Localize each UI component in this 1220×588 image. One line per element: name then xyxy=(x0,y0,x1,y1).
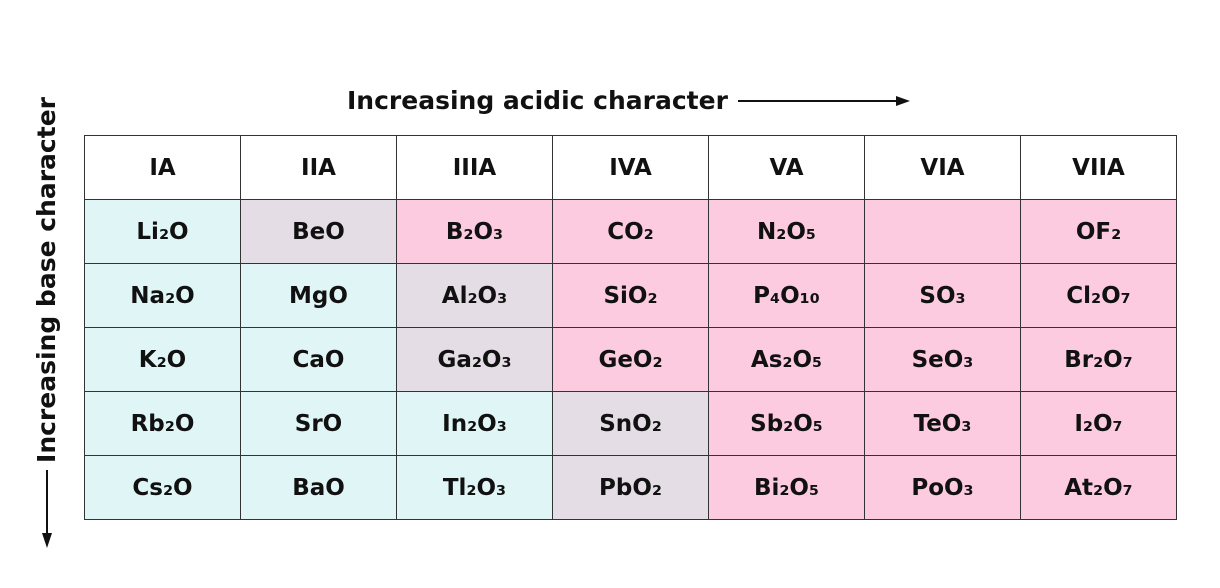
cell: CO₂ xyxy=(552,199,709,264)
cell: CaO xyxy=(240,327,397,392)
cell: TeO₃ xyxy=(864,391,1021,456)
cell: SiO₂ xyxy=(552,263,709,328)
row: Rb₂O SrO In₂O₃ SnO₂ Sb₂O₅ TeO₃ I₂O₇ xyxy=(84,391,1177,456)
cell: SO₃ xyxy=(864,263,1021,328)
cell: OF₂ xyxy=(1020,199,1177,264)
cell: PoO₃ xyxy=(864,455,1021,520)
cell: Tl₂O₃ xyxy=(396,455,553,520)
cell: BeO xyxy=(240,199,397,264)
cell: SrO xyxy=(240,391,397,456)
cell: Cl₂O₇ xyxy=(1020,263,1177,328)
cell xyxy=(864,199,1021,264)
column-header: IVA xyxy=(552,135,709,200)
column-header: IIA xyxy=(240,135,397,200)
column-header: VIIA xyxy=(1020,135,1177,200)
column-header: IA xyxy=(84,135,241,200)
cell: Ga₂O₃ xyxy=(396,327,553,392)
cell: Li₂O xyxy=(84,199,241,264)
row: Na₂O MgO Al₂O₃ SiO₂ P₄O₁₀ SO₃ Cl₂O₇ xyxy=(84,263,1177,328)
cell: BaO xyxy=(240,455,397,520)
row: K₂O CaO Ga₂O₃ GeO₂ As₂O₅ SeO₃ Br₂O₇ xyxy=(84,327,1177,392)
cell: P₄O₁₀ xyxy=(708,263,865,328)
column-header: VA xyxy=(708,135,865,200)
cell: SeO₃ xyxy=(864,327,1021,392)
row: Li₂O BeO B₂O₃ CO₂ N₂O₅ OF₂ xyxy=(84,199,1177,264)
cell: Rb₂O xyxy=(84,391,241,456)
cell: Cs₂O xyxy=(84,455,241,520)
oxide-table: IA IIA IIIA IVA VA VIA VIIA Li₂O BeO B₂O₃ CO₂ N₂O₅ O… xyxy=(84,135,1177,520)
cell: Sb₂O₅ xyxy=(708,391,865,456)
cell: K₂O xyxy=(84,327,241,392)
column-header: IIIA xyxy=(396,135,553,200)
row: Cs₂O BaO Tl₂O₃ PbO₂ Bi₂O₅ PoO₃ At₂O₇ xyxy=(84,455,1177,520)
cell: At₂O₇ xyxy=(1020,455,1177,520)
cell: I₂O₇ xyxy=(1020,391,1177,456)
cell: Br₂O₇ xyxy=(1020,327,1177,392)
base-arrowhead xyxy=(42,533,52,548)
cell: N₂O₅ xyxy=(708,199,865,264)
cell: MgO xyxy=(240,263,397,328)
cell: B₂O₃ xyxy=(396,199,553,264)
cell: Na₂O xyxy=(84,263,241,328)
cell: Bi₂O₅ xyxy=(708,455,865,520)
header-row: IA IIA IIIA IVA VA VIA VIIA xyxy=(84,135,1177,200)
cell: As₂O₅ xyxy=(708,327,865,392)
cell: Al₂O₃ xyxy=(396,263,553,328)
base-axis-title: Increasing base character xyxy=(32,97,61,463)
acidic-axis-title: Increasing acidic character xyxy=(347,86,728,115)
cell: SnO₂ xyxy=(552,391,709,456)
acidic-arrowhead xyxy=(896,96,910,106)
cell: In₂O₃ xyxy=(396,391,553,456)
cell: GeO₂ xyxy=(552,327,709,392)
cell: PbO₂ xyxy=(552,455,709,520)
column-header: VIA xyxy=(864,135,1021,200)
